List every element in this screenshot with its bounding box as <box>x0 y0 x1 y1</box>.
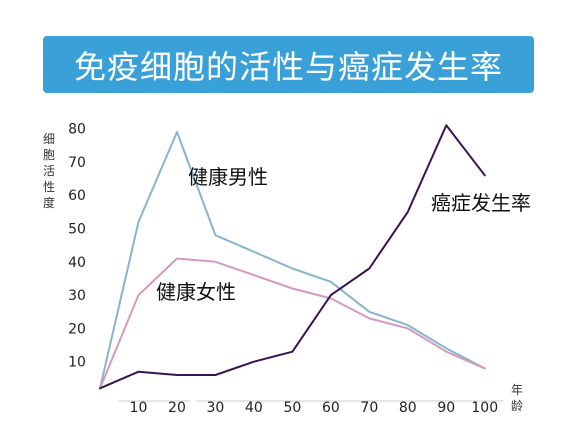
y-tick-label: 50 <box>68 222 86 238</box>
y-axis-label-char: 胞 <box>43 148 55 162</box>
series-label-1: 健康女性 <box>156 280 236 304</box>
y-tick-label: 30 <box>68 288 86 304</box>
chart-title: 免疫细胞的活性与癌症发生率 <box>73 47 503 86</box>
y-tick-label: 60 <box>68 188 86 204</box>
y-tick-label: 40 <box>68 255 86 271</box>
y-tick-label: 20 <box>68 321 86 337</box>
series-line-1 <box>99 257 486 390</box>
series-lines <box>99 124 486 390</box>
y-axis-label-char: 细 <box>43 132 55 146</box>
x-tick-label: 80 <box>399 400 417 416</box>
y-tick-label: 70 <box>68 155 86 171</box>
y-tick-label: 80 <box>68 122 86 138</box>
x-tick-label: 40 <box>245 400 263 416</box>
x-tick-label: 20 <box>168 400 186 416</box>
series-line-0 <box>99 131 486 390</box>
x-tick-label: 60 <box>322 400 340 416</box>
x-tick-label: 30 <box>207 400 225 416</box>
x-tick-label: 90 <box>437 400 455 416</box>
x-tick-label: 70 <box>360 400 378 416</box>
series-line-2 <box>99 124 486 390</box>
x-tick-label: 100 <box>471 400 498 416</box>
axes: 10 20 30 40 50 60 70 80 10 20 30 40 50 60 70 80 90 100 细胞活… <box>43 122 523 416</box>
y-axis-label-char: 性 <box>43 180 55 194</box>
x-axis-label-char: 龄 <box>511 399 523 413</box>
series-label-2: 癌症发生率 <box>431 191 531 215</box>
y-tick-label: 10 <box>68 355 86 371</box>
series-label-0: 健康男性 <box>188 165 268 189</box>
x-tick-label: 10 <box>130 400 148 416</box>
x-axis-label-char: 年 <box>511 383 523 397</box>
title-banner: 免疫细胞的活性与癌症发生率 <box>43 36 534 93</box>
x-tick-label: 50 <box>283 400 301 416</box>
y-axis-label-char: 度 <box>43 195 55 210</box>
y-axis-label-char: 活 <box>43 164 55 178</box>
